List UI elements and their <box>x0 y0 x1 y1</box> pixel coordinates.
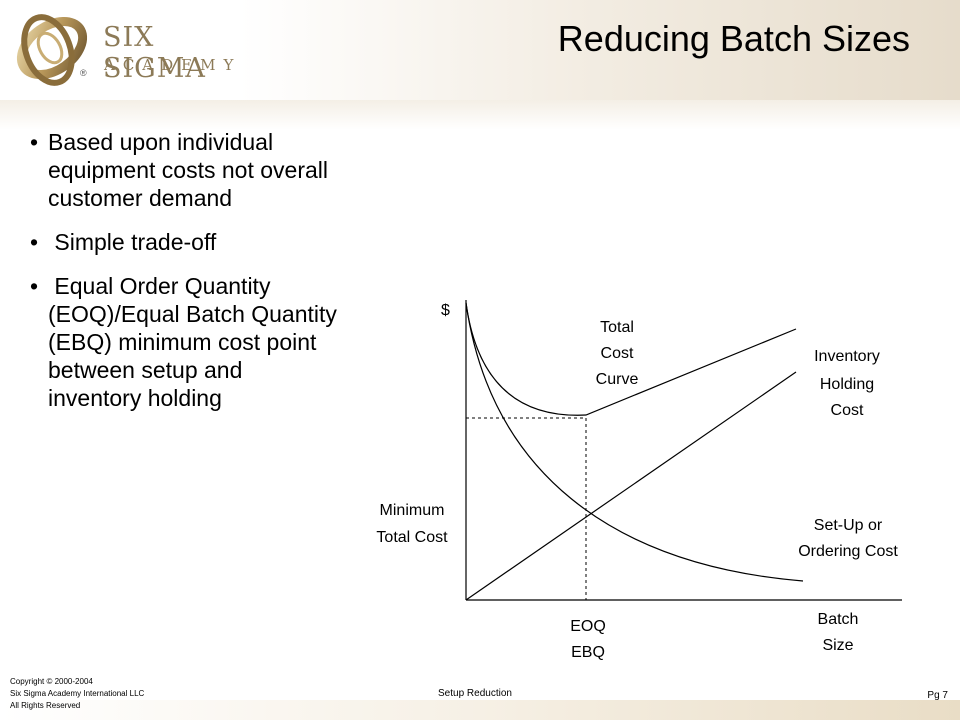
bullet-line: Based upon individual <box>48 129 274 155</box>
x-axis-label: Size <box>822 637 853 654</box>
logo-text-academy: ACADEMY <box>104 56 242 74</box>
inventory-holding-cost-line <box>465 371 797 601</box>
setup-ordering-cost-curve <box>465 302 804 582</box>
total-cost-curve <box>465 302 797 416</box>
page-number: Pg 7 <box>927 690 948 701</box>
rights-line: All Rights Reserved <box>10 701 81 710</box>
bullet-line: inventory holding <box>48 385 222 411</box>
bullet-item: • Equal Order Quantity (EOQ)/Equal Batch… <box>30 272 390 412</box>
logo-text-six-sigma: SIX SIGMA <box>103 22 206 84</box>
minimum-total-cost-label: Total Cost <box>376 529 448 546</box>
setup-cost-label: Ordering Cost <box>798 543 898 560</box>
inventory-holding-label: Inventory <box>814 348 880 365</box>
total-cost-label: Cost <box>601 345 634 362</box>
ebq-label: EBQ <box>571 644 605 661</box>
bullet-line: equipment costs not overall <box>48 157 328 183</box>
six-sigma-academy-logo: SIX SIGMA ACADEMY ® <box>8 6 233 90</box>
copyright-notice: Copyright © 2000-2004 Six Sigma Academy … <box>10 676 144 712</box>
company-line: Six Sigma Academy International LLC <box>10 689 145 698</box>
bullet-list: • Based upon individual equipment costs … <box>30 128 390 428</box>
header-fade <box>0 100 960 130</box>
registered-mark: ® <box>80 68 87 78</box>
y-axis-label: $ <box>441 302 450 319</box>
eoq-label: EOQ <box>570 618 606 635</box>
total-cost-label: Total <box>600 319 634 336</box>
section-name: Setup Reduction <box>438 688 512 699</box>
header-band <box>0 0 960 100</box>
slide-title: Reducing Batch Sizes <box>557 18 910 59</box>
setup-cost-label: Set-Up or <box>814 517 883 534</box>
bullet-line: Equal Order Quantity <box>48 273 271 299</box>
footer-band <box>0 700 960 720</box>
x-axis-label: Batch <box>818 611 859 628</box>
inventory-holding-label: Cost <box>831 402 864 419</box>
bullet-item: • Simple trade-off <box>30 228 390 256</box>
bullet-line: (EBQ) minimum cost point <box>48 329 317 355</box>
minimum-total-cost-label: Minimum <box>380 502 445 519</box>
copyright-line: Copyright © 2000-2004 <box>10 677 93 686</box>
bullet-line: (EOQ)/Equal Batch Quantity <box>48 301 337 327</box>
bullet-line: Simple trade-off <box>48 229 217 255</box>
bullet-marker: • <box>30 273 39 299</box>
logo-swirl-icon <box>16 14 88 86</box>
inventory-holding-label: Holding <box>820 376 874 393</box>
bullet-item: • Based upon individual equipment costs … <box>30 128 390 212</box>
total-cost-label: Curve <box>596 371 639 388</box>
bullet-marker: • <box>30 129 39 155</box>
bullet-line: customer demand <box>48 185 233 211</box>
bullet-line: between setup and <box>48 357 243 383</box>
bullet-marker: • <box>30 229 39 255</box>
